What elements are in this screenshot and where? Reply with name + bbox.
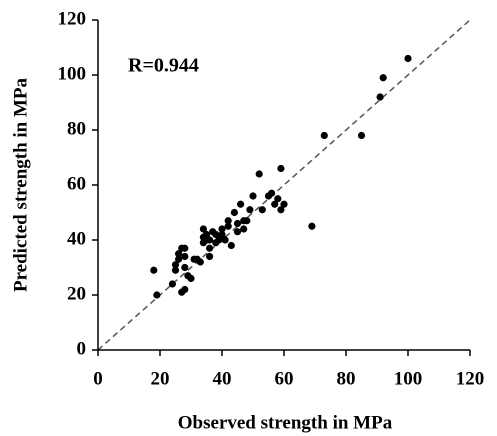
point [171, 261, 180, 269]
point [227, 241, 235, 250]
y-tick-label: 60 [67, 173, 86, 194]
x-axis-label: Observed strength in MPa [178, 412, 393, 433]
point [206, 236, 214, 244]
annotation: R=0.944 [128, 55, 199, 77]
point [181, 263, 189, 272]
point [320, 131, 328, 140]
point [255, 170, 263, 178]
point [199, 225, 207, 233]
point [206, 252, 214, 261]
point [249, 192, 257, 200]
point [196, 258, 204, 266]
point [230, 208, 238, 217]
point [274, 195, 282, 203]
point [181, 244, 189, 252]
x-tick-label: 120 [456, 368, 485, 389]
point [224, 217, 232, 225]
point [379, 74, 387, 82]
y-axis-label: Predicted strength in MPa [10, 77, 31, 292]
point [218, 230, 226, 239]
point [153, 291, 161, 299]
x-tick-label: 60 [275, 368, 294, 389]
point [181, 285, 189, 294]
point [233, 219, 242, 228]
point [404, 54, 412, 63]
point [258, 206, 266, 214]
point [212, 230, 220, 239]
point [187, 274, 195, 283]
point [175, 255, 183, 263]
x-tick-label: 40 [213, 368, 232, 389]
x-tick-label: 0 [93, 368, 103, 389]
point [150, 266, 158, 274]
point [280, 200, 288, 208]
y-tick-label: 20 [67, 283, 86, 304]
point [308, 222, 316, 230]
y-tick-label: 120 [58, 8, 87, 29]
point [218, 225, 226, 233]
point [233, 228, 242, 236]
y-tick-label: 40 [67, 228, 86, 249]
point [271, 200, 279, 208]
point [175, 250, 183, 258]
point [277, 164, 285, 173]
x-tick-label: 80 [337, 368, 356, 389]
point [171, 266, 180, 274]
point [202, 230, 211, 239]
y-tick-label: 100 [58, 63, 87, 84]
y-tick-label: 0 [77, 338, 87, 359]
point [376, 93, 384, 101]
point [224, 222, 232, 230]
point [168, 280, 176, 288]
point [206, 244, 214, 252]
point [277, 206, 285, 214]
x-tick-label: 100 [394, 368, 423, 389]
point [181, 252, 189, 261]
point [215, 236, 223, 244]
x-tick-label: 20 [151, 368, 170, 389]
point [221, 236, 229, 244]
point [243, 217, 251, 225]
point [237, 200, 245, 208]
point [246, 206, 254, 214]
point [357, 131, 366, 140]
y-tick-label: 80 [67, 118, 86, 139]
point [240, 225, 248, 233]
point [268, 189, 276, 197]
